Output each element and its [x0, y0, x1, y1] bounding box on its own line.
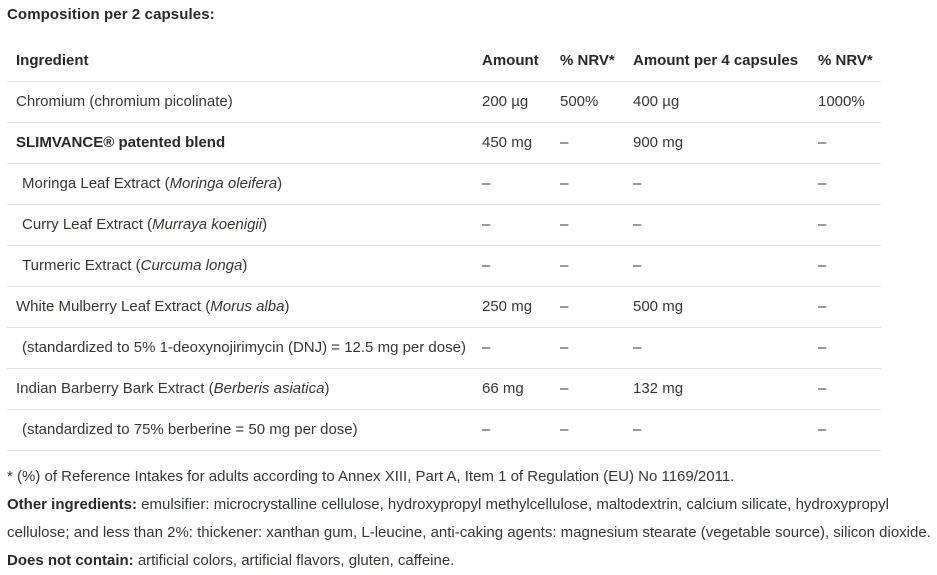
nrv-cell: –: [560, 298, 569, 315]
header-amount: Amount: [482, 51, 539, 69]
amount-cell: 450 mg: [482, 134, 533, 151]
amount-cell: –: [482, 421, 491, 438]
ingredient-cell: Indian Barberry Bark Extract (Berberis a…: [7, 379, 482, 399]
header-nrv-per-4: % NRV*: [818, 51, 873, 69]
table-row: (standardized to 75% berberine = 50 mg p…: [7, 410, 881, 451]
amount-per-4-cell: –: [633, 175, 642, 192]
amount-per-4-cell: –: [633, 339, 642, 356]
ingredient-name-suffix: ): [242, 257, 248, 274]
table-row: Moringa Leaf Extract (Moringa oleifera) …: [7, 164, 881, 205]
ingredient-name: (standardized to 75% berberine = 50 mg p…: [22, 421, 358, 438]
amount-cell: –: [482, 216, 491, 233]
nrv-cell: –: [560, 339, 569, 356]
ingredient-latin-name: Curcuma longa: [140, 257, 243, 274]
ingredient-latin-name: Murraya koenigii: [152, 216, 263, 233]
ingredient-name-suffix: ): [262, 216, 268, 233]
ingredient-cell: SLIMVANCE® patented blend: [7, 133, 482, 153]
ingredient-cell: (standardized to 75% berberine = 50 mg p…: [7, 420, 482, 440]
footnotes: * (%) of Reference Intakes for adults ac…: [7, 463, 933, 575]
does-not-contain-text: artificial colors, artificial flavors, g…: [133, 552, 455, 569]
amount-cell: –: [482, 339, 491, 356]
nrv-cell: –: [560, 380, 569, 397]
nrv-per-4-cell: –: [818, 175, 827, 192]
ingredient-latin-name: Berberis asiatica: [213, 380, 325, 397]
ingredient-name: Turmeric Extract (: [22, 257, 141, 274]
amount-per-4-cell: 900 mg: [633, 134, 684, 151]
amount-per-4-cell: 400 µg: [633, 93, 680, 110]
header-amount-per-4: Amount per 4 capsules: [633, 51, 799, 69]
nrv-cell: –: [560, 216, 569, 233]
ingredient-latin-name: Moringa oleifera: [169, 175, 278, 192]
amount-cell: 250 mg: [482, 298, 533, 315]
ingredient-name-suffix: ): [277, 175, 283, 192]
table-body: Chromium (chromium picolinate) 200 µg 50…: [7, 82, 881, 451]
ingredient-name: Chromium (chromium picolinate): [16, 93, 233, 110]
ingredient-name: Indian Barberry Bark Extract (: [16, 380, 214, 397]
ingredient-name: Curry Leaf Extract (: [22, 216, 153, 233]
amount-per-4-cell: –: [633, 257, 642, 274]
other-ingredients: Other ingredients: emulsifier: microcrys…: [7, 491, 933, 547]
table-header-row: Ingredient Amount % NRV* Amount per 4 ca…: [7, 40, 881, 82]
nrv-cell: –: [560, 175, 569, 192]
table-row: Curry Leaf Extract (Murraya koenigii) – …: [7, 205, 881, 246]
table-row: Chromium (chromium picolinate) 200 µg 50…: [7, 82, 881, 123]
nrv-cell: –: [560, 257, 569, 274]
ingredient-cell: (standardized to 5% 1-deoxynojirimycin (…: [7, 338, 482, 358]
nrv-cell: 500%: [560, 93, 599, 110]
nrv-per-4-cell: –: [818, 298, 827, 315]
ingredient-name: Moringa Leaf Extract (: [22, 175, 170, 192]
nrv-per-4-cell: –: [818, 421, 827, 438]
page-title: Composition per 2 capsules:: [7, 6, 215, 23]
nrv-cell: –: [560, 134, 569, 151]
header-nrv: % NRV*: [560, 51, 615, 69]
amount-cell: 200 µg: [482, 93, 529, 110]
ingredient-cell: Chromium (chromium picolinate): [7, 92, 482, 112]
ingredient-name: White Mulberry Leaf Extract (: [16, 298, 211, 315]
other-ingredients-text: emulsifier: microcrystalline cellulose, …: [7, 496, 931, 541]
amount-per-4-cell: 500 mg: [633, 298, 684, 315]
ingredient-cell: Moringa Leaf Extract (Moringa oleifera): [7, 174, 482, 194]
ingredient-cell: Turmeric Extract (Curcuma longa): [7, 256, 482, 276]
ingredient-name-suffix: ): [284, 298, 290, 315]
header-ingredient: Ingredient: [16, 51, 89, 69]
amount-cell: –: [482, 257, 491, 274]
does-not-contain: Does not contain: artificial colors, art…: [7, 547, 933, 575]
amount-per-4-cell: –: [633, 421, 642, 438]
table-row: (standardized to 5% 1-deoxynojirimycin (…: [7, 328, 881, 369]
ingredient-name-suffix: ): [324, 380, 330, 397]
table-row: Turmeric Extract (Curcuma longa) – – – –: [7, 246, 881, 287]
amount-cell: –: [482, 175, 491, 192]
nrv-footnote: * (%) of Reference Intakes for adults ac…: [7, 468, 735, 485]
ingredient-name: (standardized to 5% 1-deoxynojirimycin (…: [22, 339, 466, 356]
nrv-per-4-cell: –: [818, 339, 827, 356]
nrv-per-4-cell: –: [818, 257, 827, 274]
amount-per-4-cell: 132 mg: [633, 380, 684, 397]
composition-table: Ingredient Amount % NRV* Amount per 4 ca…: [7, 40, 881, 451]
table-row: SLIMVANCE® patented blend 450 mg – 900 m…: [7, 123, 881, 164]
table-row: Indian Barberry Bark Extract (Berberis a…: [7, 369, 881, 410]
nrv-cell: –: [560, 421, 569, 438]
nrv-per-4-cell: –: [818, 134, 827, 151]
nrv-per-4-cell: –: [818, 380, 827, 397]
ingredient-name: SLIMVANCE® patented blend: [16, 134, 226, 151]
ingredient-latin-name: Morus alba: [210, 298, 285, 315]
amount-cell: 66 mg: [482, 380, 524, 397]
ingredient-cell: White Mulberry Leaf Extract (Morus alba): [7, 297, 482, 317]
table-row: White Mulberry Leaf Extract (Morus alba)…: [7, 287, 881, 328]
amount-per-4-cell: –: [633, 216, 642, 233]
nrv-per-4-cell: –: [818, 216, 827, 233]
does-not-contain-label: Does not contain:: [7, 552, 134, 569]
other-ingredients-label: Other ingredients:: [7, 496, 138, 513]
nrv-per-4-cell: 1000%: [818, 93, 865, 110]
ingredient-cell: Curry Leaf Extract (Murraya koenigii): [7, 215, 482, 235]
